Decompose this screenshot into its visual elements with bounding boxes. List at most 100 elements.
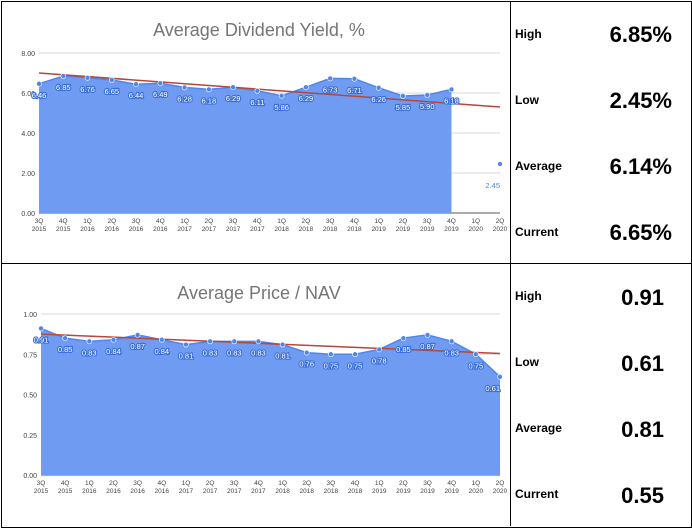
y-tick-label: 0.25	[23, 433, 37, 440]
stat-label-high: High	[515, 289, 542, 303]
data-label: 0.83	[251, 348, 266, 357]
x-tick-label: 2019	[371, 226, 386, 233]
x-tick-label: 3Q	[229, 218, 238, 225]
data-label: 6.18	[202, 96, 217, 105]
x-tick-label: 2016	[155, 488, 170, 495]
data-point	[448, 338, 455, 345]
x-tick-label: 2016	[130, 488, 145, 495]
data-label: 0.76	[299, 360, 314, 369]
x-tick-label: 2016	[106, 488, 121, 495]
x-tick-label: 3Q	[35, 218, 44, 225]
x-tick-label: 1Q	[85, 480, 94, 487]
x-tick-label: 3Q	[230, 480, 239, 487]
x-tick-label: 2017	[250, 226, 265, 233]
data-label: 6.49	[153, 90, 168, 99]
x-tick-label: 2017	[251, 488, 266, 495]
data-label: 6.44	[129, 91, 144, 100]
x-tick-label: 2017	[203, 488, 218, 495]
x-tick-label: 2016	[153, 226, 168, 233]
data-label: 0.83	[82, 348, 97, 357]
x-tick-label: 2016	[105, 226, 120, 233]
x-tick-label: 2Q	[302, 480, 311, 487]
stat-value-average: 0.81	[621, 417, 664, 442]
x-tick-label: 3Q	[326, 218, 335, 225]
y-tick-label: 0.00	[23, 473, 37, 480]
data-point	[400, 335, 407, 341]
x-tick-label: 2017	[227, 488, 242, 495]
data-point	[158, 336, 165, 343]
stat-label-low: Low	[515, 93, 539, 107]
y-tick-label: 1.00	[23, 312, 37, 319]
x-tick-label: 2019	[444, 226, 459, 233]
data-label: 5.86	[274, 103, 289, 112]
stat-value-high: 0.91	[621, 285, 664, 310]
stat-value-average: 6.14%	[609, 154, 672, 179]
data-point	[424, 92, 431, 98]
x-tick-label: 2Q	[496, 480, 505, 487]
data-label: 0.61	[485, 384, 500, 393]
data-label: 6.85	[56, 83, 71, 92]
price-nav-chart: 0.00 0.25 0.50 0.75 1.00 0.91 0.85 0.83 0.84 0.87…	[23, 283, 507, 495]
data-point	[207, 338, 213, 345]
x-tick-label: 1Q	[182, 480, 191, 487]
x-tick-label: 2018	[299, 226, 314, 233]
x-tick-label: 2019	[372, 488, 387, 495]
data-label: 5.90	[420, 102, 435, 111]
x-tick-label: 1Q	[278, 480, 287, 487]
data-label: 2.45	[485, 181, 500, 190]
data-point	[183, 341, 189, 348]
y-tick-label: 4.00	[21, 131, 35, 138]
x-tick-label: 2Q	[107, 218, 116, 225]
data-point	[62, 335, 68, 341]
data-point	[231, 338, 238, 345]
x-tick-label: 2Q	[205, 218, 214, 225]
data-point	[279, 341, 286, 348]
x-tick-label: 2017	[226, 226, 241, 233]
data-point	[327, 75, 333, 82]
x-tick-label: 2018	[323, 226, 338, 233]
section-divider	[1, 263, 691, 264]
x-tick-label: 3Q	[132, 218, 141, 225]
x-tick-label: 2018	[324, 488, 339, 495]
x-tick-label: 3Q	[37, 480, 46, 487]
stat-label-current: Current	[515, 487, 559, 501]
dividend-yield-chart: 0.00 2.00 4.00 6.00 8.00 6.46 6.85 6.76 6.65 6.44…	[21, 20, 507, 233]
data-label: 6.26	[371, 95, 386, 104]
data-point	[352, 351, 358, 358]
x-tick-label: 2016	[80, 226, 95, 233]
stat-label-low: Low	[515, 355, 539, 369]
data-label: 6.46	[32, 91, 47, 100]
x-tick-label: 2019	[396, 226, 411, 233]
x-tick-label: 3Q	[133, 480, 142, 487]
x-tick-label: 3Q	[423, 218, 432, 225]
y-tick-label: 0.00	[21, 211, 35, 218]
x-tick-label: 4Q	[59, 218, 68, 225]
x-tick-label: 2Q	[496, 218, 505, 225]
x-tick-label: 1Q	[375, 480, 384, 487]
data-label: 6.29	[299, 94, 314, 103]
stat-label-average: Average	[515, 421, 562, 435]
data-label: 6.71	[347, 86, 362, 95]
data-label: 6.18	[444, 96, 459, 105]
data-point	[181, 84, 188, 91]
data-point	[278, 93, 285, 99]
x-tick-label: 2018	[275, 488, 290, 495]
data-label: 0.84	[106, 347, 121, 356]
x-tick-label: 2017	[177, 226, 192, 233]
data-point	[84, 75, 91, 81]
x-tick-label: 4Q	[350, 218, 359, 225]
stat-value-high: 6.85%	[609, 22, 672, 47]
data-point	[60, 73, 67, 79]
stat-label-current: Current	[515, 225, 559, 239]
stat-value-current: 6.65%	[609, 220, 672, 245]
data-point	[108, 77, 115, 83]
data-label: 0.87	[420, 342, 435, 351]
x-tick-label: 2019	[444, 488, 459, 495]
data-point	[230, 84, 236, 90]
data-label: 6.65	[104, 87, 119, 96]
x-tick-label: 2Q	[399, 480, 408, 487]
data-label: 0.81	[179, 352, 194, 361]
x-tick-label: 1Q	[180, 218, 189, 225]
stat-value-low: 2.45%	[609, 88, 672, 113]
trendline	[38, 72, 501, 108]
